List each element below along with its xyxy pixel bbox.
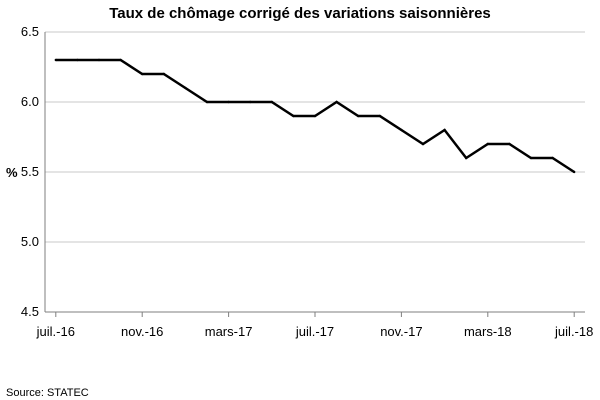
data-point <box>54 58 57 62</box>
data-point <box>573 170 576 174</box>
data-point <box>184 86 187 90</box>
data-point <box>249 100 252 104</box>
data-point <box>400 128 403 132</box>
data-point <box>357 114 360 118</box>
data-point <box>313 114 317 118</box>
data-point <box>421 142 425 146</box>
x-tick-label: juil.-18 <box>554 324 593 339</box>
data-point <box>486 142 489 146</box>
y-tick-label: 5.5 <box>21 164 39 179</box>
x-axis-ticks: juil.-16 nov.-16 mars-17 juil.-17 nov.-17 mar… <box>36 312 593 339</box>
y-tick-label: 6.0 <box>21 94 39 109</box>
data-point <box>443 128 446 132</box>
data-point <box>551 156 554 160</box>
x-tick-label: juil.-17 <box>295 324 334 339</box>
data-point <box>119 58 122 62</box>
x-tick-label: mars-17 <box>205 324 253 339</box>
x-tick-label: juil.-16 <box>36 324 75 339</box>
x-tick-label: nov.-16 <box>121 324 163 339</box>
chart-title: Taux de chômage corrigé des variations s… <box>109 5 491 22</box>
y-tick-label: 4.5 <box>21 304 39 319</box>
y-tick-label: 5.0 <box>21 234 39 249</box>
data-point <box>292 114 295 118</box>
source-note: Source: STATEC <box>6 387 89 399</box>
data-point <box>227 100 230 104</box>
y-axis-label: % <box>6 165 18 180</box>
data-point <box>205 100 209 104</box>
data-point <box>335 100 338 104</box>
gridlines <box>45 31 585 313</box>
series-layer <box>54 58 576 174</box>
x-tick-label: mars-18 <box>464 324 512 339</box>
data-point <box>529 156 533 160</box>
x-tick-label: nov.-17 <box>380 324 422 339</box>
y-tick-label: 6.5 <box>21 24 39 39</box>
data-point <box>270 100 273 104</box>
data-point <box>465 156 468 160</box>
y-axis-ticks: 4.5 5.0 5.5 6.0 6.5 <box>21 24 39 319</box>
data-point <box>508 142 511 146</box>
data-point <box>76 58 79 62</box>
data-point <box>162 72 165 76</box>
data-point <box>141 72 144 76</box>
data-point <box>378 114 381 118</box>
data-point <box>97 58 101 62</box>
